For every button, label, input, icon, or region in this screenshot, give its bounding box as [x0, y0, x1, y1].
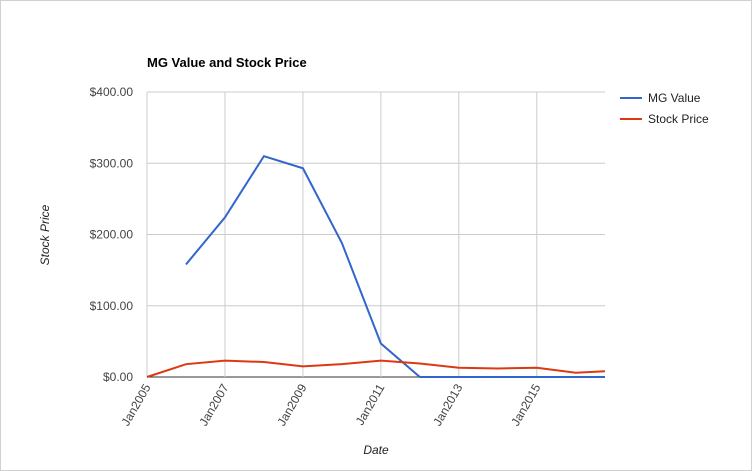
- legend-label: Stock Price: [648, 112, 709, 126]
- legend-label: MG Value: [648, 91, 701, 105]
- series-line: [185, 154, 605, 378]
- y-tick-label: $100.00: [90, 299, 134, 313]
- y-axis-title: Stock Price: [38, 204, 52, 265]
- chart-title: MG Value and Stock Price: [147, 55, 307, 70]
- y-tick-label: $200.00: [90, 228, 134, 242]
- x-axis-title: Date: [363, 443, 389, 457]
- series-line: [146, 359, 606, 378]
- y-tick-label: $0.00: [103, 370, 133, 384]
- y-tick-label: $300.00: [90, 156, 134, 170]
- y-tick-label: $400.00: [90, 85, 134, 99]
